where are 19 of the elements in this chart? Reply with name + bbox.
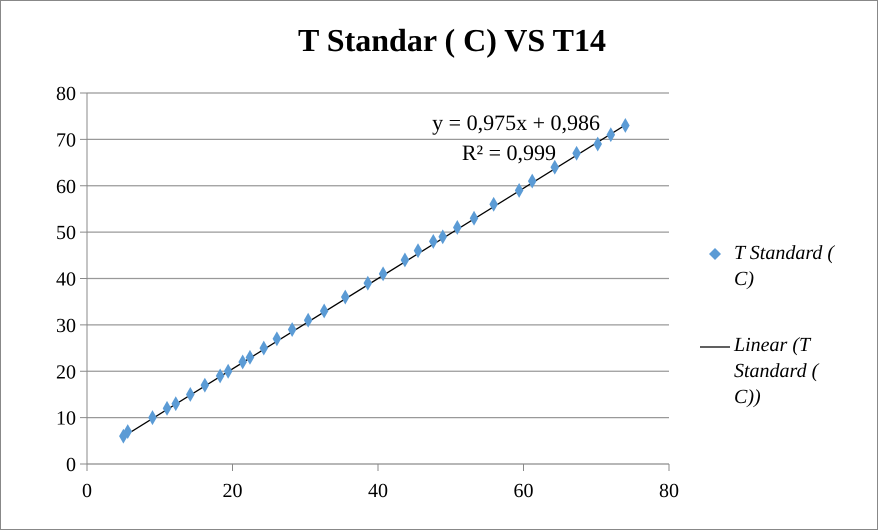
chart-title: T Standar ( C) VS T14 <box>297 22 607 59</box>
annotation: R² = 0,999 <box>462 140 556 166</box>
y-tick-label: 0 <box>66 454 76 476</box>
y-tick-label: 20 <box>56 361 76 384</box>
x-tick-label: 80 <box>659 480 679 502</box>
y-tick-label: 40 <box>56 268 76 291</box>
y-tick-label: 50 <box>56 222 76 244</box>
y-tick-label: 80 <box>56 83 76 106</box>
y-tick-label: 70 <box>56 129 76 152</box>
y-tick-label: 60 <box>56 176 76 198</box>
legend-label: Linear (T Standard ( C)) <box>734 333 820 410</box>
annotation: y = 0,975x + 0,986 <box>432 110 600 136</box>
x-tick-label: 0 <box>82 480 92 502</box>
legend-label: T Standard ( C) <box>734 241 836 292</box>
y-tick-label: 10 <box>56 408 76 430</box>
x-tick-label: 60 <box>514 480 534 502</box>
y-tick-label: 30 <box>56 314 76 337</box>
x-tick-label: 20 <box>222 480 242 502</box>
x-tick-label: 40 <box>368 480 388 502</box>
